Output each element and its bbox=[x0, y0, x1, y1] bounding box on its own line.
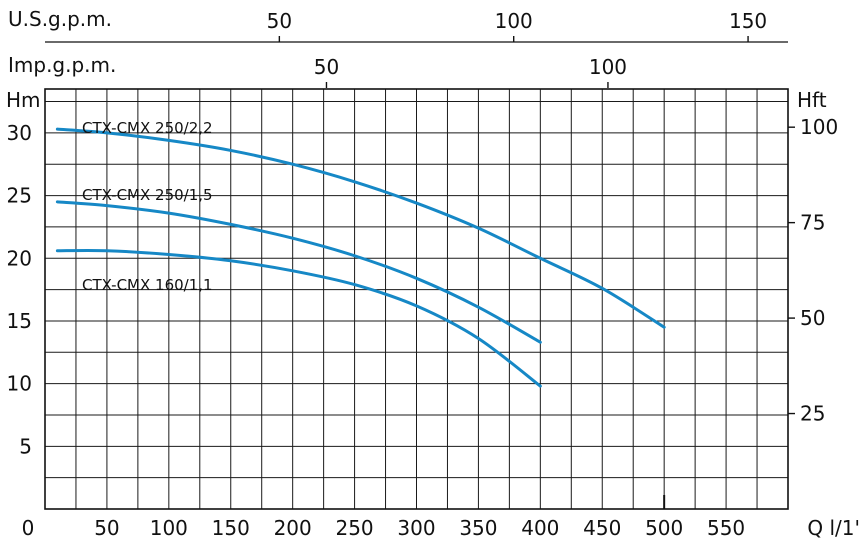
secondary-y-tick-label: 25 bbox=[800, 402, 825, 426]
y-tick-label: 5 bbox=[19, 434, 32, 458]
x-tick-label: 50 bbox=[94, 516, 119, 540]
y-tick-label: 10 bbox=[7, 372, 32, 396]
secondary-y-tick-label: 100 bbox=[800, 115, 838, 139]
series-curve bbox=[55, 248, 542, 388]
secondary-y-tick-label: 50 bbox=[800, 306, 825, 330]
x-tick-label: 300 bbox=[397, 516, 435, 540]
x-tick-label: 400 bbox=[521, 516, 559, 540]
top-axis-tick-label: 100 bbox=[495, 9, 533, 33]
series-curve bbox=[55, 127, 666, 329]
y-tick-label: 20 bbox=[7, 246, 32, 270]
top-axis-tick-label: 100 bbox=[589, 55, 627, 79]
series-label: CTX-CMX 160/1,1 bbox=[82, 276, 213, 294]
x-tick-label: 100 bbox=[150, 516, 188, 540]
series-label: CTX-CMX 250/1,5 bbox=[82, 186, 213, 204]
labels: 0 50 100 150 200 250 300 350 400 450 500 550 Q l/1'H… bbox=[6, 7, 860, 540]
x-tick-label: 500 bbox=[645, 516, 683, 540]
y-axis-label: Hm bbox=[6, 88, 41, 112]
x-tick-label: 150 bbox=[212, 516, 250, 540]
y-tick-label: 15 bbox=[7, 309, 32, 333]
top-axis-label: Imp.g.p.m. bbox=[8, 53, 116, 77]
x-axis-label: Q l/1' bbox=[807, 516, 860, 540]
top-axis-tick-label: 150 bbox=[729, 9, 767, 33]
x-tick-label: 450 bbox=[583, 516, 621, 540]
curves bbox=[55, 127, 666, 388]
y-tick-label: 30 bbox=[7, 121, 32, 145]
series-label: CTX-CMX 250/2,2 bbox=[82, 119, 213, 137]
y-tick-label: 25 bbox=[7, 184, 32, 208]
x-tick-label: 250 bbox=[335, 516, 373, 540]
x-tick-label: 350 bbox=[459, 516, 497, 540]
series-curve bbox=[55, 200, 542, 344]
top-axis-tick-label: 50 bbox=[314, 55, 339, 79]
top-axis-label: U.S.g.p.m. bbox=[8, 7, 112, 31]
secondary-y-axis-label: Hft bbox=[797, 88, 827, 112]
grid bbox=[45, 89, 788, 509]
secondary-y-tick-label: 75 bbox=[800, 211, 825, 235]
x-tick-label: 200 bbox=[274, 516, 312, 540]
x-tick-label: 550 bbox=[707, 516, 745, 540]
x-tick-label: 0 bbox=[22, 516, 35, 540]
top-axis-tick-label: 50 bbox=[267, 9, 292, 33]
plot-frame bbox=[44, 88, 789, 510]
